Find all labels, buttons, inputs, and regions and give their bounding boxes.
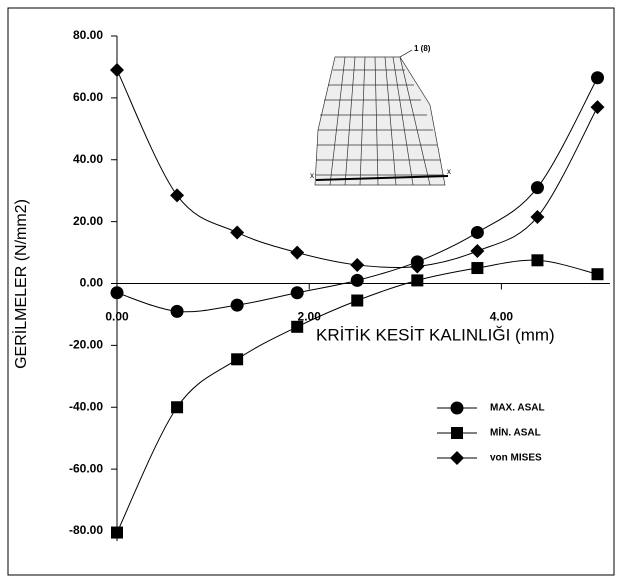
- marker: [411, 274, 423, 286]
- chart: 1 (8) x x GERİLMELER (N/mm2) KRİTİK KESİ…: [0, 0, 623, 583]
- marker: [591, 100, 605, 114]
- y-tick-label: -80.00: [69, 523, 103, 537]
- y-tick-label: -60.00: [69, 461, 103, 475]
- marker: [291, 286, 304, 299]
- inset-label: 1 (8): [414, 44, 431, 53]
- y-tick-label: 80.00: [73, 28, 103, 42]
- marker: [230, 225, 244, 239]
- inset-label: x: [447, 167, 451, 176]
- marker: [591, 71, 604, 84]
- marker: [291, 321, 303, 333]
- marker: [171, 305, 184, 318]
- x-tick-label: 0.00: [105, 310, 129, 324]
- x-axis-title: KRİTİK KESİT KALINLIĞI (mm): [316, 325, 555, 344]
- legend-label: MİN. ASAL: [490, 426, 541, 439]
- inset-label: x: [310, 171, 314, 180]
- legend-marker: [451, 427, 463, 439]
- marker: [111, 527, 123, 539]
- body: 1 (8) x x GERİLMELER (N/mm2) KRİTİK KESİ…: [0, 0, 623, 583]
- marker: [351, 295, 363, 307]
- marker: [531, 181, 544, 194]
- marker: [471, 226, 484, 239]
- legend-marker: [451, 402, 464, 415]
- marker: [231, 353, 243, 365]
- mesh-pointer: [400, 50, 412, 57]
- y-tick-label: 40.00: [73, 152, 103, 166]
- marker: [592, 268, 604, 280]
- marker: [470, 244, 484, 258]
- marker: [171, 401, 183, 413]
- marker: [350, 258, 364, 272]
- y-tick-label: 0.00: [80, 276, 104, 290]
- y-tick-label: -20.00: [69, 338, 103, 352]
- marker: [111, 286, 124, 299]
- marker: [351, 274, 364, 287]
- y-tick-label: -40.00: [69, 399, 103, 413]
- y-tick-label: 60.00: [73, 90, 103, 104]
- legend-label: von MISES: [490, 453, 542, 464]
- marker: [170, 188, 184, 202]
- marker: [471, 262, 483, 274]
- marker: [231, 299, 244, 312]
- y-axis-title: GERİLMELER (N/mm2): [11, 199, 30, 369]
- legend-marker: [450, 451, 464, 465]
- marker: [531, 254, 543, 266]
- marker: [290, 246, 304, 260]
- page: {"chart_data": {"type": "line", "x_label…: [0, 0, 623, 583]
- x-tick-label: 4.00: [490, 310, 514, 324]
- marker: [110, 63, 124, 77]
- inset-mesh: [315, 50, 448, 185]
- legend-label: MAX. ASAL: [490, 403, 545, 414]
- y-tick-label: 20.00: [73, 214, 103, 228]
